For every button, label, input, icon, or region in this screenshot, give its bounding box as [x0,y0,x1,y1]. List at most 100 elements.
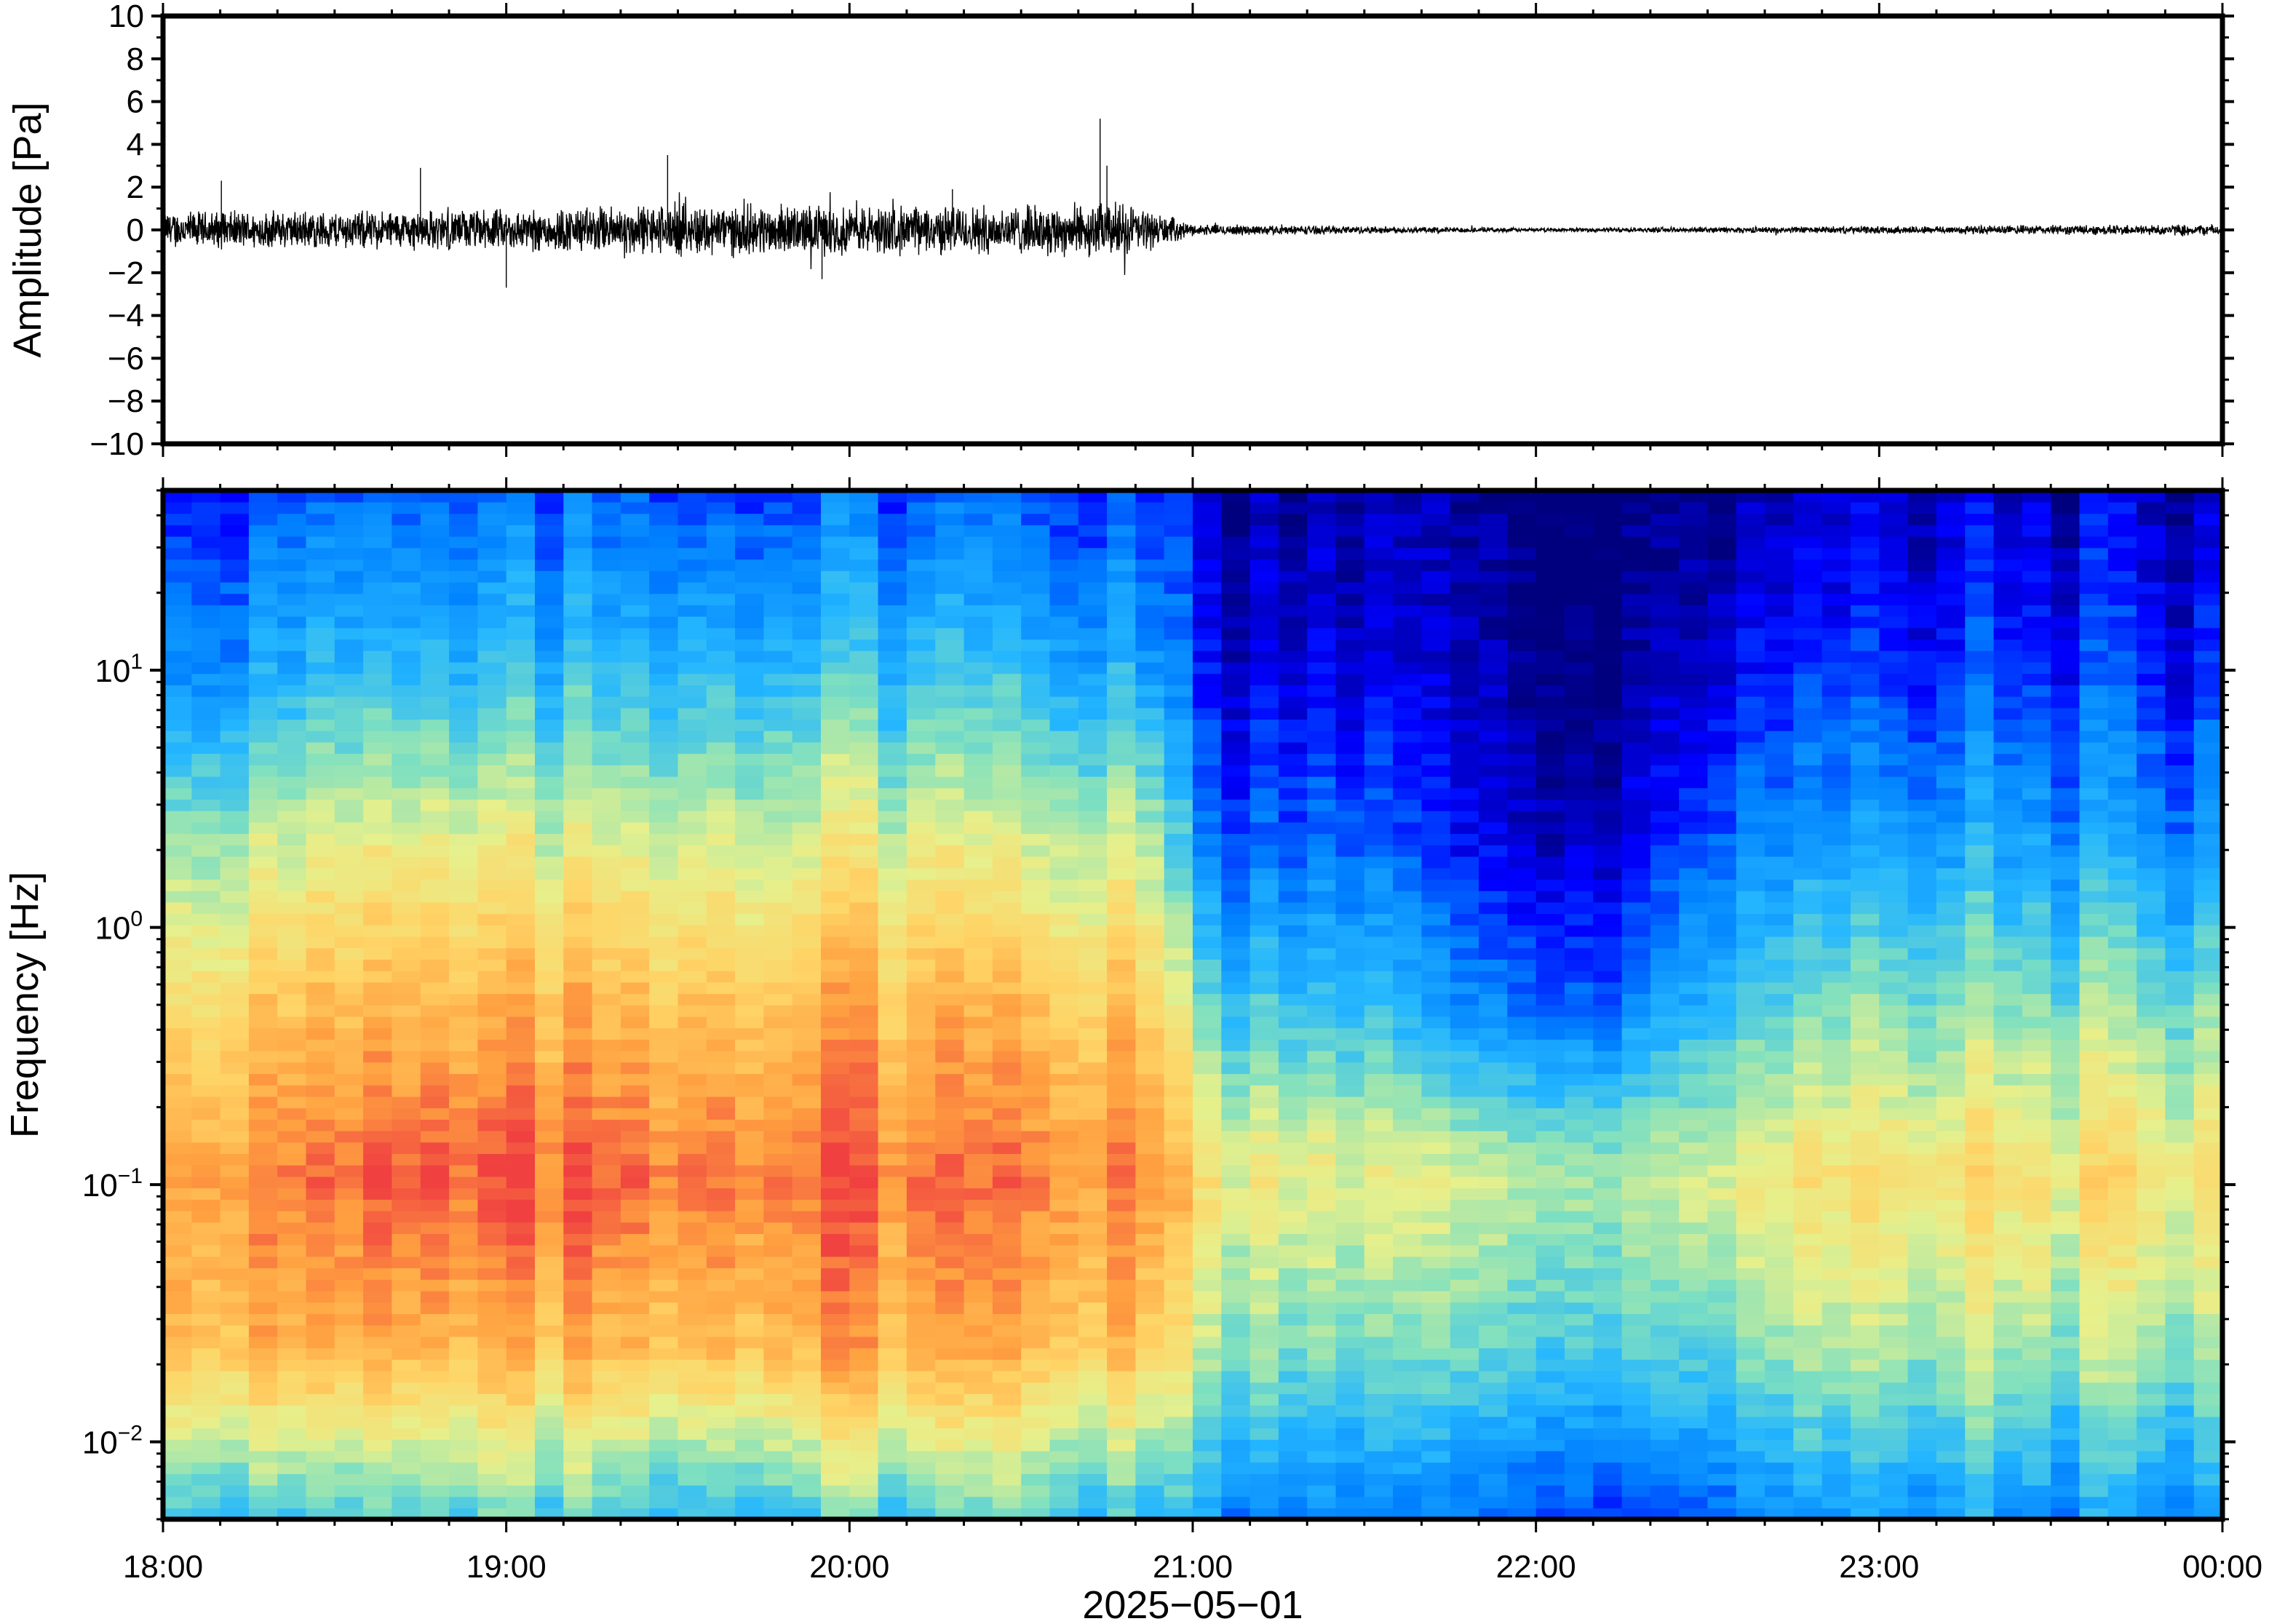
spectrogram-cell [992,1142,1022,1154]
spectrogram-cell [248,925,278,937]
spectrogram-cell [1335,627,1365,640]
spectrogram-cell [563,593,593,605]
spectrogram-cell [906,685,936,697]
spectrogram-cell [1507,730,1537,743]
spectrogram-cell [706,616,736,629]
spectrogram-cell [677,627,707,640]
spectrogram-cell [1679,707,1709,720]
spectrogram-cell [735,810,765,823]
spectrogram-cell [992,1348,1022,1360]
spectrogram-cell [363,639,393,651]
spectrogram-cell [506,525,536,537]
spectrogram-cell [1364,925,1394,937]
spectrogram-cell [1393,1016,1423,1029]
spectrogram-cell [334,1244,364,1257]
spectrogram-cell [1249,1302,1279,1314]
spectrogram-cell [1307,856,1337,869]
spectrogram-cell [220,650,250,663]
spectrogram-cell [1107,879,1137,891]
spectrogram-cell [792,1336,822,1349]
spectrogram-cell [392,1302,421,1314]
spectrogram-cell [1450,581,1479,594]
spectrogram-cell [878,799,907,811]
spectrogram-cell [592,1062,621,1075]
spectrogram-cell [849,776,879,789]
spectrogram-cell [1679,1039,1709,1051]
spectrogram-cell [1679,605,1709,617]
spectrogram-cell [1193,719,1223,731]
spectrogram-cell [992,1404,1022,1417]
spectrogram-cell [792,1416,822,1429]
spectrogram-cell [1593,570,1623,583]
spectrogram-cell [592,1005,621,1017]
spectrogram-cell [735,605,765,617]
spectrogram-cell [1450,1496,1479,1509]
spectrogram-cell [363,1279,393,1291]
spectrogram-cell [1364,1016,1394,1029]
spectrogram-cell [1221,1450,1251,1463]
spectrogram-cell [763,1416,793,1429]
spectrogram-cell [163,1165,193,1177]
spectrogram-cell [1393,1085,1423,1097]
spectrogram-cell [1335,1244,1365,1257]
spectrogram-cell [1249,1462,1279,1474]
spectrogram-cell [1565,490,1594,503]
spectrogram-cell [1049,1450,1079,1463]
spectrogram-cell [1593,1222,1623,1234]
spectrogram-cell [906,879,936,891]
spectrogram-cell [735,501,765,514]
spectrogram-cell [592,1107,621,1120]
spectrogram-cell [1307,1302,1337,1314]
spectrogram-cell [220,1016,250,1029]
spectrogram-cell [1249,581,1279,594]
spectrogram-cell [792,765,822,777]
spectrogram-cell [334,1439,364,1452]
spectrogram-cell [420,1484,450,1497]
spectrogram-cell [1049,513,1079,525]
spectrogram-cell [220,1370,250,1383]
spectrogram-cell [849,1428,879,1440]
spectrogram-cell [935,1107,965,1120]
spectrogram-cell [792,879,822,891]
spectrogram-cell [792,661,822,674]
spectrogram-cell [992,1119,1022,1131]
spectrogram-cell [1650,1130,1680,1143]
spectrogram-cell [935,925,965,937]
spectrogram-cell [1193,1085,1223,1097]
spectrogram-cell [420,936,450,949]
spectrogram-cell [906,1348,936,1360]
spectrogram-cell [1650,1348,1680,1360]
spectrogram-cell [849,959,879,971]
spectrogram-cell [1450,856,1479,869]
spectrogram-cell [706,1279,736,1291]
spectrogram-cell [1621,1290,1651,1303]
spectrogram-cell [620,879,650,891]
spectrogram-cell [535,833,565,845]
spectrogram-cell [220,982,250,995]
spectrogram-cell [449,685,479,697]
spectrogram-cell [1021,1176,1051,1189]
spectrogram-cell [1249,673,1279,685]
spectrogram-cell [992,1222,1022,1234]
spectrogram-cell [1650,970,1680,983]
spectrogram-cell [735,1279,765,1291]
spectrogram-cell [1364,1233,1394,1246]
spectrogram-cell [1307,1473,1337,1486]
spectrogram-cell [1393,1119,1423,1131]
spectrogram-cell [163,845,193,857]
spectrogram-cell [248,1313,278,1326]
spectrogram-cell [763,856,793,869]
spectrogram-cell [821,1210,851,1223]
spectrogram-cell [1335,570,1365,583]
spectrogram-cell [849,947,879,960]
spectrogram-cell [506,970,536,983]
spectrogram-cell [1593,616,1623,629]
spectrogram-cell [706,845,736,857]
spectrogram-cell [1421,525,1451,537]
spectrogram-cell [449,1016,479,1029]
spectrogram-cell [392,1073,421,1086]
spectrogram-cell [220,810,250,823]
spectrogram-cell [1164,959,1193,971]
spectrogram-cell [563,982,593,995]
spectrogram-cell [477,513,507,525]
